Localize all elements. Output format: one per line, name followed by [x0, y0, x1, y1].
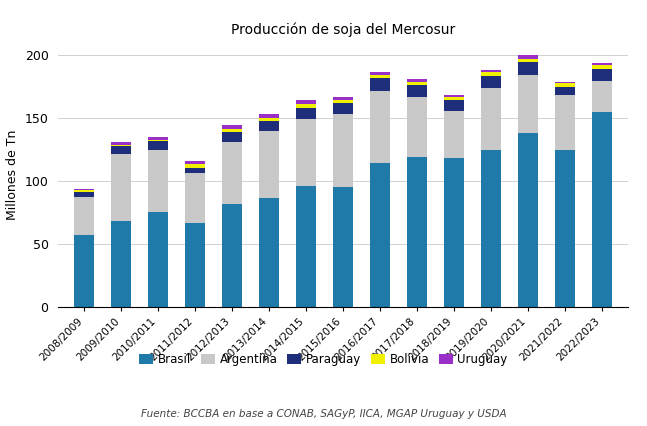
Bar	[554, 150, 575, 307]
Bar	[407, 97, 427, 157]
Bar	[333, 103, 353, 115]
Bar	[407, 85, 427, 97]
Bar	[148, 141, 168, 150]
Bar	[185, 164, 205, 167]
Bar	[518, 133, 538, 307]
Bar	[444, 111, 464, 158]
Bar	[333, 187, 353, 307]
Bar	[481, 88, 501, 150]
Bar	[591, 112, 612, 307]
Bar	[222, 132, 242, 142]
Bar	[554, 83, 575, 87]
Bar	[481, 150, 501, 307]
Bar	[591, 69, 612, 81]
Bar	[74, 192, 94, 197]
Text: Fuente: BCCBA en base a CONAB, SAGyP, IICA, MGAP Uruguay y USDA: Fuente: BCCBA en base a CONAB, SAGyP, II…	[140, 409, 507, 420]
Bar	[148, 150, 168, 212]
Bar	[74, 190, 94, 192]
Bar	[369, 75, 390, 78]
Bar	[111, 154, 131, 221]
Bar	[185, 173, 205, 223]
Bar	[481, 70, 501, 72]
Bar	[481, 76, 501, 88]
Bar	[111, 146, 131, 154]
Bar	[481, 72, 501, 76]
Legend: Brasil, Argentina, Paraguay, Bolivia, Uruguay: Brasil, Argentina, Paraguay, Bolivia, Ur…	[135, 348, 512, 371]
Bar	[111, 145, 131, 146]
Bar	[222, 125, 242, 129]
Bar	[518, 63, 538, 75]
Bar	[259, 121, 279, 131]
Title: Producción de soja del Mercosur: Producción de soja del Mercosur	[231, 23, 455, 37]
Bar	[148, 137, 168, 140]
Bar	[185, 161, 205, 164]
Bar	[369, 163, 390, 307]
Bar	[591, 81, 612, 112]
Y-axis label: Millones de Tn: Millones de Tn	[6, 130, 19, 220]
Bar	[518, 55, 538, 59]
Bar	[296, 186, 316, 307]
Bar	[369, 90, 390, 163]
Bar	[554, 82, 575, 83]
Bar	[444, 95, 464, 97]
Bar	[554, 87, 575, 95]
Bar	[111, 221, 131, 307]
Bar	[591, 65, 612, 69]
Bar	[333, 115, 353, 187]
Bar	[296, 118, 316, 186]
Bar	[518, 59, 538, 63]
Bar	[74, 235, 94, 307]
Bar	[259, 131, 279, 199]
Bar	[259, 118, 279, 121]
Bar	[333, 97, 353, 101]
Bar	[296, 101, 316, 104]
Bar	[333, 101, 353, 103]
Bar	[554, 95, 575, 150]
Bar	[259, 114, 279, 118]
Bar	[444, 158, 464, 307]
Bar	[407, 157, 427, 307]
Bar	[369, 78, 390, 90]
Bar	[369, 72, 390, 75]
Bar	[407, 79, 427, 82]
Bar	[111, 142, 131, 145]
Bar	[185, 223, 205, 307]
Bar	[444, 97, 464, 100]
Bar	[148, 212, 168, 307]
Bar	[259, 199, 279, 307]
Bar	[74, 197, 94, 235]
Bar	[222, 129, 242, 132]
Bar	[296, 104, 316, 108]
Bar	[148, 140, 168, 141]
Bar	[591, 63, 612, 65]
Bar	[518, 75, 538, 133]
Bar	[444, 100, 464, 111]
Bar	[296, 108, 316, 118]
Bar	[222, 142, 242, 204]
Bar	[185, 167, 205, 173]
Bar	[222, 204, 242, 307]
Bar	[407, 82, 427, 85]
